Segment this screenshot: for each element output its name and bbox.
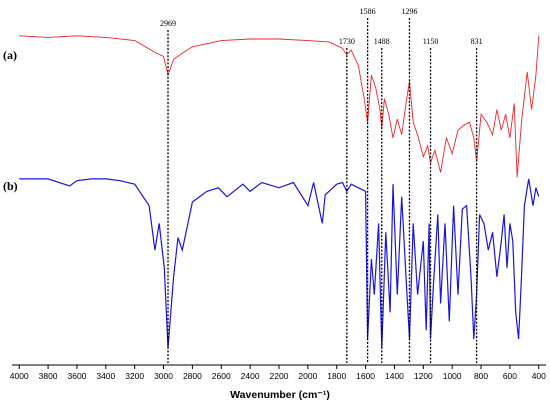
x-tick-label-400: 400	[532, 371, 546, 381]
x-tick-label-1600: 1600	[356, 371, 375, 381]
x-tick-label-3800: 3800	[39, 371, 58, 381]
series-line-b	[19, 178, 540, 349]
peak-label-2969: 2969	[160, 19, 176, 28]
x-tick-label-2600: 2600	[212, 371, 231, 381]
x-axis-title: Wavenumber (cm⁻¹)	[230, 389, 330, 401]
x-tick-label-3600: 3600	[67, 371, 86, 381]
series-label-a: (a)	[3, 48, 17, 62]
x-tick-label-2000: 2000	[298, 371, 317, 381]
series-line-a	[19, 35, 540, 178]
x-tick-label-4000: 4000	[10, 371, 29, 381]
x-axis: 4000 3800 3600 3400 3200 3000 2800 2600 2400 2200…	[10, 364, 546, 381]
peak-label-1296: 1296	[401, 7, 417, 16]
x-tick-label-3400: 3400	[96, 371, 115, 381]
x-tick-label-600: 600	[503, 371, 517, 381]
peak-label-1730: 1730	[339, 37, 355, 46]
series-lines	[19, 35, 540, 349]
x-tick-label-1400: 1400	[385, 371, 404, 381]
x-tick-label-3000: 3000	[154, 371, 173, 381]
x-tick-label-3200: 3200	[125, 371, 144, 381]
x-tick-label-2200: 2200	[270, 371, 289, 381]
x-tick-label-1000: 1000	[443, 371, 462, 381]
series-labels: (a) (b)	[3, 48, 18, 193]
peak-label-1586: 1586	[360, 7, 376, 16]
x-tick-label-800: 800	[474, 371, 488, 381]
peak-marker-lines: 2969 1730 1586 1488 1296 1150 831	[160, 7, 483, 363]
x-tick-label-1200: 1200	[414, 371, 433, 381]
peak-label-831: 831	[471, 37, 483, 46]
series-label-b: (b)	[3, 179, 18, 193]
peak-label-1150: 1150	[423, 37, 439, 46]
x-tick-label-2400: 2400	[241, 371, 260, 381]
x-tick-label-1800: 1800	[327, 371, 346, 381]
peak-label-1488: 1488	[374, 37, 390, 46]
x-tick-label-2800: 2800	[183, 371, 202, 381]
